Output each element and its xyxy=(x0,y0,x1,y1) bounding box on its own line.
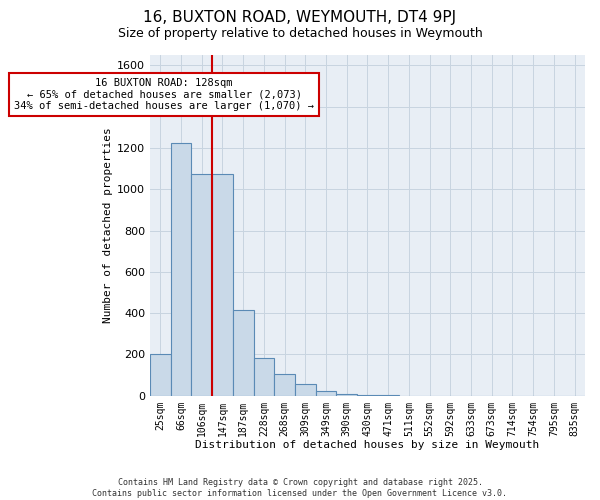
Text: Size of property relative to detached houses in Weymouth: Size of property relative to detached ho… xyxy=(118,28,482,40)
Bar xyxy=(212,174,233,396)
Bar xyxy=(337,394,357,396)
Bar xyxy=(295,384,316,396)
Bar xyxy=(150,354,170,396)
Y-axis label: Number of detached properties: Number of detached properties xyxy=(103,128,113,323)
Bar xyxy=(254,358,274,396)
Text: Contains HM Land Registry data © Crown copyright and database right 2025.
Contai: Contains HM Land Registry data © Crown c… xyxy=(92,478,508,498)
Bar xyxy=(316,390,337,396)
X-axis label: Distribution of detached houses by size in Weymouth: Distribution of detached houses by size … xyxy=(196,440,539,450)
Bar xyxy=(274,374,295,396)
Bar xyxy=(191,174,212,396)
Bar xyxy=(357,394,378,396)
Bar xyxy=(170,143,191,396)
Text: 16 BUXTON ROAD: 128sqm
← 65% of detached houses are smaller (2,073)
34% of semi-: 16 BUXTON ROAD: 128sqm ← 65% of detached… xyxy=(14,78,314,111)
Text: 16, BUXTON ROAD, WEYMOUTH, DT4 9PJ: 16, BUXTON ROAD, WEYMOUTH, DT4 9PJ xyxy=(143,10,457,25)
Bar xyxy=(233,310,254,396)
